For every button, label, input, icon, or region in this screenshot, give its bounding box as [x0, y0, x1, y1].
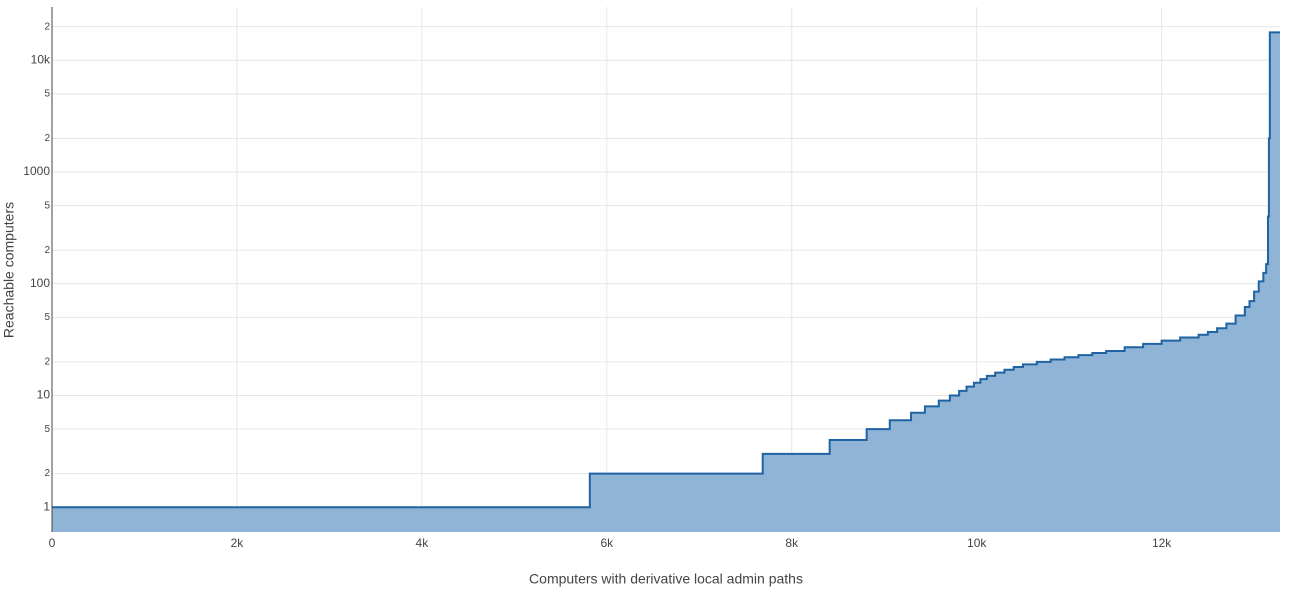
- y-tick-label: 10: [37, 388, 51, 402]
- y-tick-label: 5: [44, 200, 50, 211]
- y-axis-title: Reachable computers: [1, 202, 17, 338]
- y-tick-label: 2: [44, 133, 50, 144]
- y-tick-label: 5: [44, 424, 50, 435]
- x-tick-label: 6k: [600, 536, 614, 550]
- x-tick-label: 8k: [785, 536, 799, 550]
- line: [52, 31, 1280, 509]
- area: [52, 32, 1280, 533]
- y-tick-label: 1000: [23, 164, 50, 178]
- x-tick-label: 0: [49, 536, 56, 550]
- y-tick-label: 5: [44, 89, 50, 100]
- y-tick-label: 2: [44, 21, 50, 32]
- x-tick-label: 4k: [416, 536, 430, 550]
- x-tick-label: 2k: [231, 536, 245, 550]
- x-axis-title: Computers with derivative local admin pa…: [529, 571, 803, 587]
- y-tick-label: 1: [43, 499, 50, 513]
- y-tick-label: 10k: [31, 52, 51, 66]
- y-tick-label: 5: [44, 312, 50, 323]
- y-tick-label: 2: [44, 245, 50, 256]
- x-tick-label: 12k: [1152, 536, 1172, 550]
- y-tick-label: 2: [44, 468, 50, 479]
- y-tick-label: 2: [44, 356, 50, 367]
- x-tick-label: 10k: [967, 536, 987, 550]
- y-tick-label: 100: [30, 276, 50, 290]
